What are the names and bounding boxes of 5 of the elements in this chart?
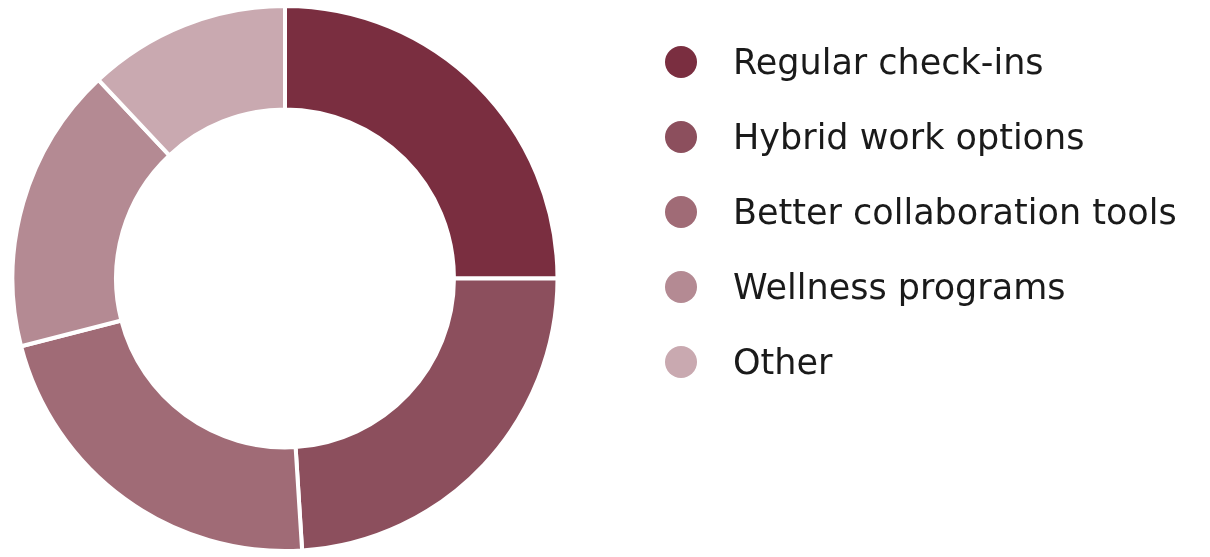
legend-label: Regular check-ins — [733, 41, 1044, 82]
legend-label: Wellness programs — [733, 266, 1066, 307]
legend-label: Other — [733, 341, 833, 382]
legend-label: Better collaboration tools — [733, 191, 1177, 232]
legend-label: Hybrid work options — [733, 116, 1085, 157]
